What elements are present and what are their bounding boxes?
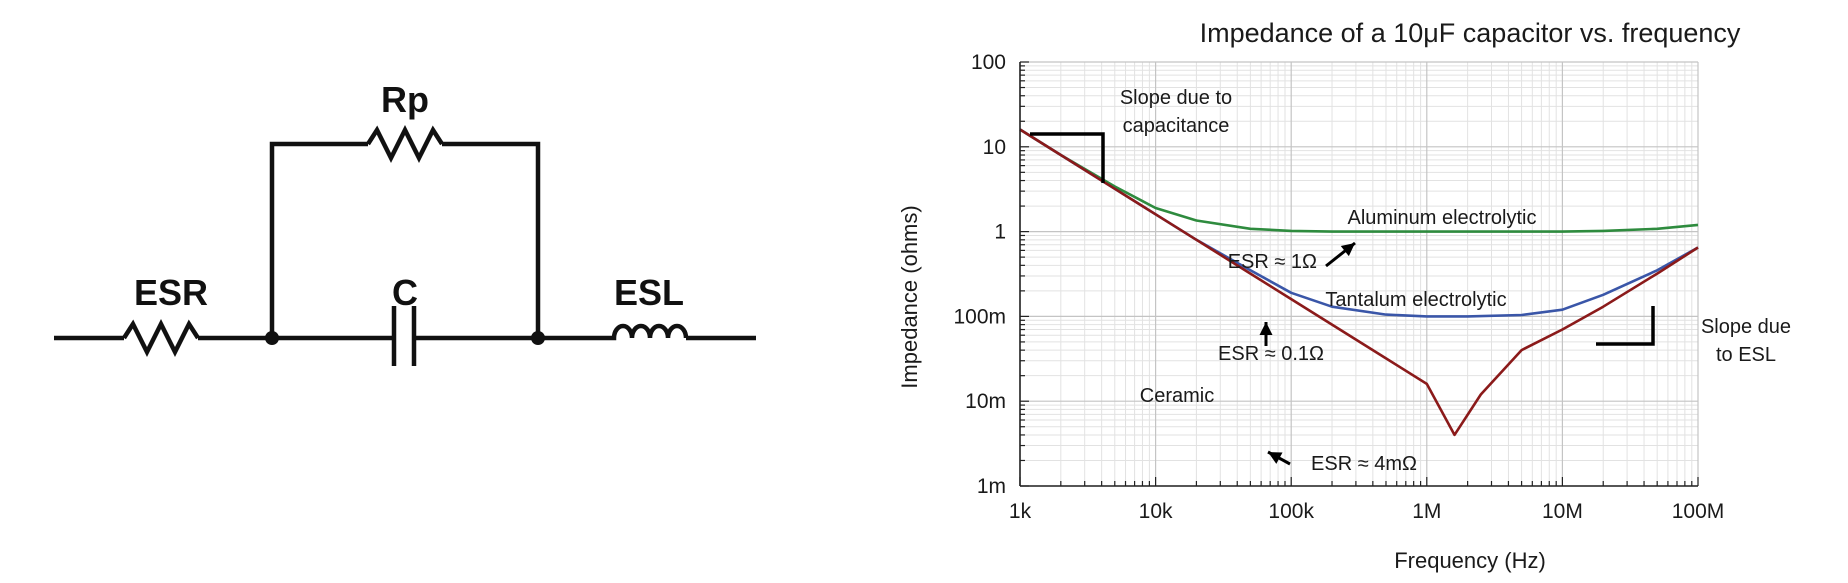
annotation-ceramic_label: Ceramic: [1140, 385, 1214, 407]
annotation-line: Aluminum electrolytic: [1348, 207, 1537, 229]
esl-inductor-symbol: [611, 323, 689, 341]
c-label: C: [392, 272, 418, 313]
series-layer: [1019, 128, 1699, 437]
y-axis-label: Impedance (ohms): [897, 205, 922, 388]
x-axis-label: Frequency (Hz): [1394, 548, 1546, 573]
minor-gridlines: [1020, 62, 1698, 486]
annotation-esr_al: ESR ≈ 1Ω: [1228, 251, 1317, 273]
rp-label: Rp: [381, 79, 429, 120]
series-line-2: [1019, 128, 1699, 437]
annotation-line: ESR ≈ 1Ω: [1228, 251, 1317, 273]
x-tick-label: 10k: [1139, 500, 1173, 523]
annotation-slope_esl: Slope due to ESL: [1701, 316, 1791, 366]
aluminum-esr-arrow-head: [1340, 243, 1355, 257]
y-tick-label: 100m: [953, 305, 1006, 328]
y-tick-label: 10m: [965, 390, 1006, 413]
esl-label: ESL: [614, 272, 684, 313]
junction-node-left: [265, 331, 279, 345]
y-tick-label: 10: [983, 136, 1006, 159]
axis-frame: [1019, 62, 1698, 487]
esl-slope-bracket: [1596, 306, 1655, 346]
y-tick-label: 100: [971, 51, 1006, 74]
x-tick-label: 100M: [1672, 500, 1725, 523]
x-tick-label: 10M: [1542, 500, 1583, 523]
chart-title: Impedance of a 10μF capacitor vs. freque…: [1200, 18, 1741, 48]
annotation-line: ESR ≈ 0.1Ω: [1218, 343, 1324, 365]
esr-resistor-symbol: [122, 318, 200, 358]
junction-node-right: [531, 331, 545, 345]
rp-return-wire: [442, 141, 541, 338]
series-line-0: [1019, 128, 1699, 233]
y-tick-label: 1: [994, 221, 1006, 244]
annotation-line: capacitance: [1123, 115, 1230, 137]
annotation-line: ESR ≈ 4mΩ: [1311, 453, 1417, 475]
annotation-slope_cap: Slope due to capacitance: [1120, 87, 1232, 137]
x-tick-label: 1M: [1412, 500, 1441, 523]
y-tick-labels: 1m 10m 100m 1 10 100: [953, 51, 1006, 498]
axis-ticks: [1019, 61, 1699, 487]
annotation-al_label: Aluminum electrolytic: [1348, 207, 1537, 229]
y-tick-label: 1m: [977, 475, 1006, 498]
annotation-texts: Slope due to capacitance Aluminum electrol…: [1120, 87, 1791, 475]
annotation-line: Slope due: [1701, 316, 1791, 338]
annotation-line: Tantalum electrolytic: [1325, 289, 1506, 311]
annotation-shapes: [1030, 132, 1655, 466]
esr-label: ESR: [134, 272, 208, 313]
equivalent-circuit-diagram: ESR Rp C ESL: [54, 79, 756, 366]
rp-branch-wire: [269, 141, 368, 338]
x-tick-label: 1k: [1009, 500, 1032, 523]
impedance-chart: Impedance of a 10μF capacitor vs. freque…: [897, 18, 1791, 573]
tantalum-esr-arrow-head: [1259, 322, 1273, 335]
rp-resistor-symbol: [366, 124, 444, 164]
annotation-esr_ceramic: ESR ≈ 4mΩ: [1311, 453, 1417, 475]
x-tick-label: 100k: [1268, 500, 1314, 523]
annotation-esr_ta: ESR ≈ 0.1Ω: [1218, 343, 1324, 365]
x-tick-labels: 1k 10k 100k 1M 10M 100M: [1009, 500, 1724, 523]
annotation-line: to ESL: [1716, 344, 1776, 366]
annotation-line: Slope due to: [1120, 87, 1232, 109]
ceramic-esr-arrow-head: [1268, 452, 1283, 464]
capacitance-slope-bracket: [1030, 132, 1105, 183]
annotation-ta_label: Tantalum electrolytic: [1325, 289, 1506, 311]
annotation-line: Ceramic: [1140, 385, 1214, 407]
